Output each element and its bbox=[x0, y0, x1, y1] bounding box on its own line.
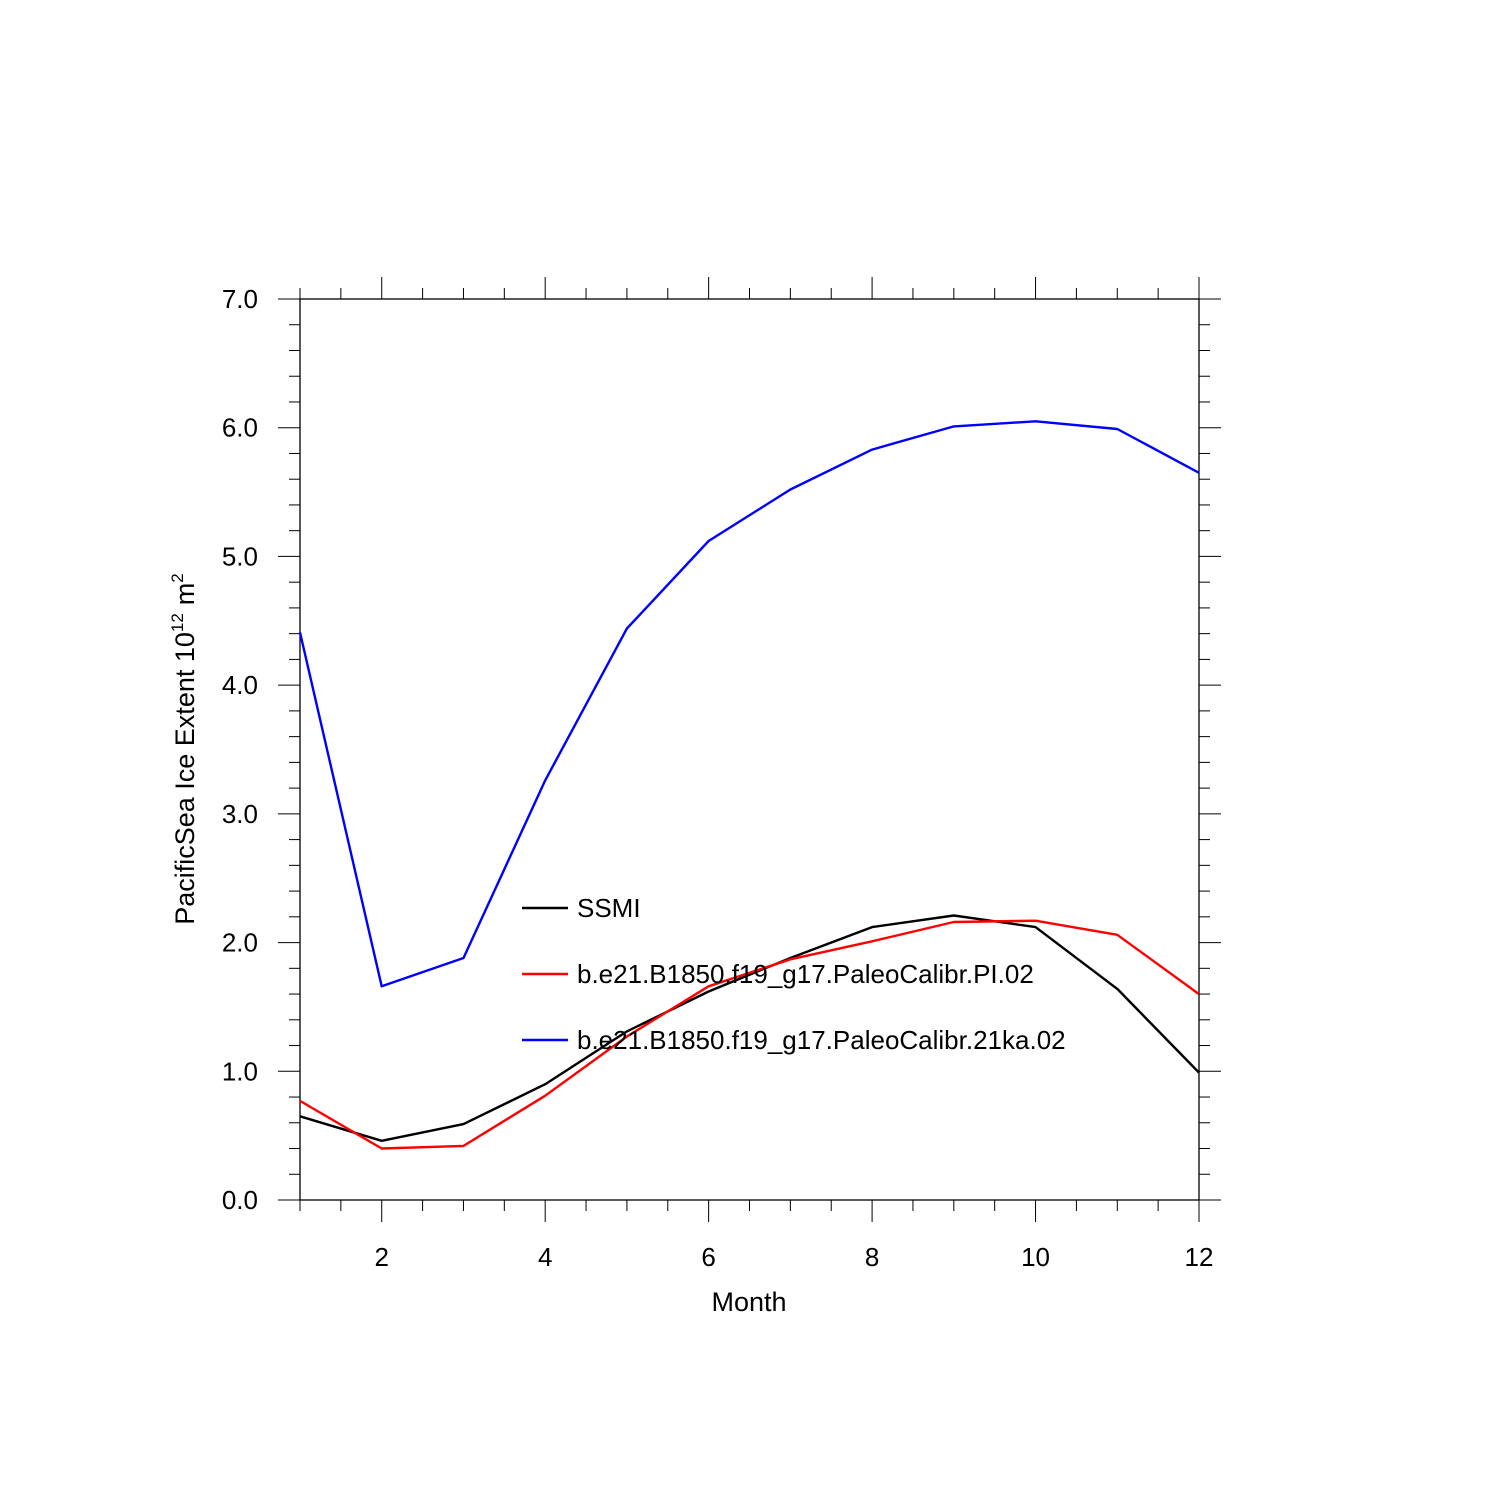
legend-label-2: b.e21.B1850.f19_g17.PaleoCalibr.PI.02 bbox=[577, 959, 1034, 989]
x-tick-label: 6 bbox=[701, 1242, 715, 1272]
series-line-1 bbox=[299, 914, 1200, 1143]
x-tick-label: 10 bbox=[1021, 1242, 1050, 1272]
legend: SSMI b.e21.B1850.f19_g17.PaleoCalibr.PI.0… bbox=[522, 893, 1066, 1055]
x-axis-label: Month bbox=[711, 1287, 786, 1317]
series-lines bbox=[298, 420, 1200, 1150]
y-tick-label: 1.0 bbox=[222, 1056, 258, 1086]
y-tick-label: 7.0 bbox=[222, 284, 258, 314]
legend-label-3: b.e21.B1850.f19_g17.PaleoCalibr.21ka.02 bbox=[577, 1025, 1066, 1055]
axis-ticks bbox=[278, 277, 1221, 1222]
y-axis-label-exponent: 12 bbox=[168, 613, 187, 632]
legend-label-1: SSMI bbox=[577, 893, 641, 923]
y-tick-label: 6.0 bbox=[222, 413, 258, 443]
y-tick-label: 4.0 bbox=[222, 670, 258, 700]
y-tick-label: 5.0 bbox=[222, 541, 258, 571]
y-axis-label-unit-exponent: 2 bbox=[168, 573, 187, 582]
y-tick-label: 2.0 bbox=[222, 928, 258, 958]
series-line-3 bbox=[298, 420, 1200, 988]
x-tick-label: 8 bbox=[865, 1242, 879, 1272]
x-tick-label: 4 bbox=[538, 1242, 552, 1272]
x-tick-label: 12 bbox=[1185, 1242, 1214, 1272]
x-tick-label: 2 bbox=[374, 1242, 388, 1272]
y-tick-label: 0.0 bbox=[222, 1185, 258, 1215]
y-axis-label-unit: m bbox=[170, 583, 200, 606]
tick-labels: 2 4 6 8 10 12 0.0 1.0 2.0 3.0 4.0 5.0 6.0 7.0 bbox=[222, 284, 1214, 1272]
y-axis-label-main: PacificSea Ice Extent 10 bbox=[170, 632, 200, 925]
y-tick-label: 3.0 bbox=[222, 799, 258, 829]
series-line-2 bbox=[299, 919, 1200, 1150]
y-axis-label: PacificSea Ice Extent 1012 m2 bbox=[168, 573, 200, 925]
